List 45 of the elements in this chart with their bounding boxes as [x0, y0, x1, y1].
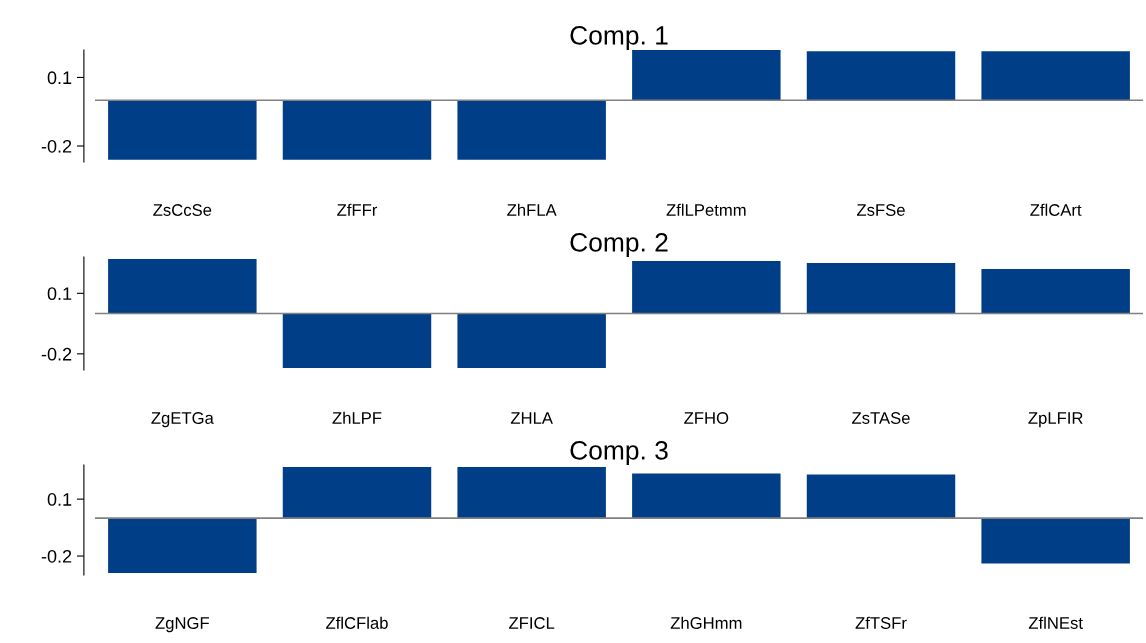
chart-title: Comp. 1 — [570, 26, 668, 50]
x-tick-label: ZgNGF — [155, 617, 209, 633]
y-tick-label: 0.1 — [47, 493, 72, 506]
y-tick-label: -0.2 — [41, 549, 72, 563]
chart-title: Comp. 2 — [570, 233, 668, 257]
x-tick-label: ZflCArt — [1030, 203, 1082, 216]
bar — [632, 473, 781, 519]
bar — [282, 466, 432, 519]
x-tick-label: ZflNEst — [1028, 616, 1083, 629]
bar — [806, 51, 956, 101]
x-tick-label: ZhGHmm — [670, 616, 742, 629]
y-tick-label: 0.1 — [47, 71, 72, 85]
bar — [632, 50, 781, 101]
x-tick-label: ZflCFlab — [326, 616, 388, 629]
x-tick-label: ZpLFIR — [1028, 412, 1083, 428]
bar — [981, 269, 1130, 314]
bar — [457, 100, 606, 160]
bar — [981, 51, 1130, 101]
bar — [108, 259, 257, 314]
bar — [108, 100, 257, 160]
x-tick-label: ZfFFr — [337, 203, 378, 216]
x-tick-label: ZHLA — [510, 412, 553, 424]
chart-title: Comp. 3 — [570, 441, 668, 465]
bar — [108, 518, 257, 574]
x-tick-label: ZhLPF — [332, 411, 382, 424]
bar — [806, 474, 956, 519]
x-tick-label: ZsTASe — [852, 412, 910, 424]
bar — [282, 313, 432, 368]
x-tick-label: ZgETGa — [151, 412, 214, 428]
bar — [632, 261, 781, 314]
y-tick-label: 0.1 — [47, 287, 72, 301]
y-tick-label: -0.2 — [41, 139, 72, 153]
x-tick-label: ZfTSFr — [855, 616, 907, 629]
bar — [457, 313, 606, 368]
bar — [457, 466, 606, 519]
x-tick-label: ZsCcSe — [153, 204, 212, 216]
x-tick-label: ZsFSe — [856, 204, 905, 216]
x-tick-label: ZflLPetmm — [666, 203, 746, 216]
bar — [282, 100, 432, 160]
x-tick-label: ZhFLA — [507, 203, 557, 216]
bar — [981, 518, 1130, 564]
bar — [806, 263, 956, 314]
x-tick-label: ZFICL — [509, 617, 555, 629]
y-tick-label: -0.2 — [41, 347, 72, 361]
x-tick-label: ZFHO — [684, 412, 729, 424]
